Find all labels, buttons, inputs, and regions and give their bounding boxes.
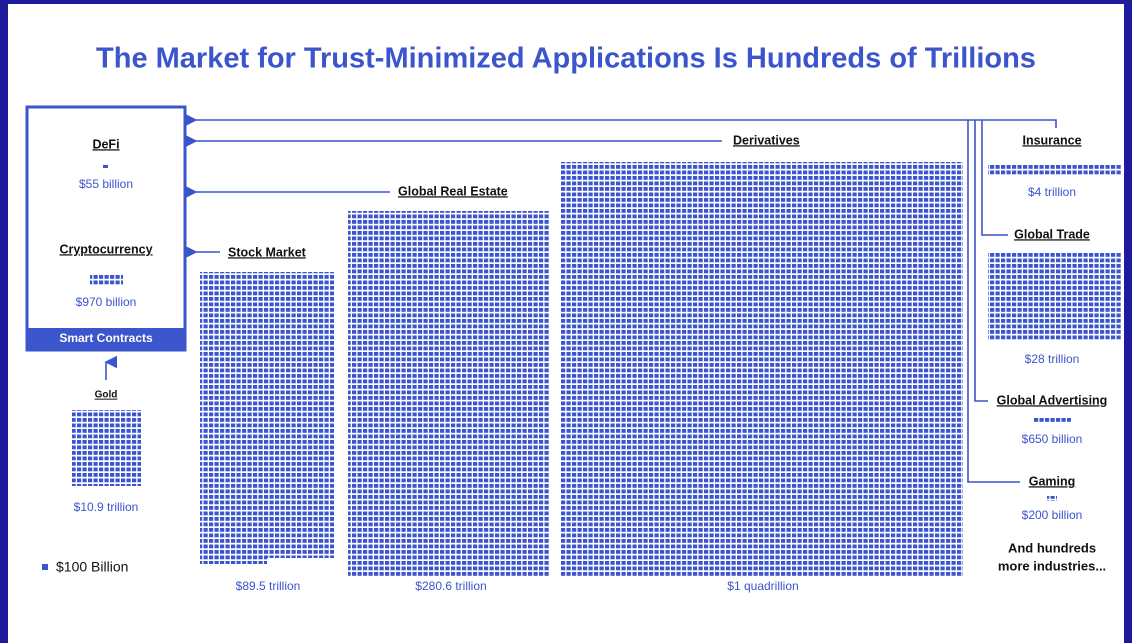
connector xyxy=(967,120,1020,483)
market-value: $650 billion xyxy=(1022,432,1083,446)
market-label: Stock Market xyxy=(228,245,307,259)
market-value: $1 quadrillion xyxy=(727,579,798,593)
squares xyxy=(560,162,963,577)
squares xyxy=(1033,417,1071,422)
connector xyxy=(974,120,988,402)
market-label: Global Advertising xyxy=(997,393,1108,407)
arrow xyxy=(184,113,1057,128)
market-value: $280.6 trillion xyxy=(415,579,486,593)
footnote: more industries... xyxy=(998,558,1106,573)
squares xyxy=(200,272,334,558)
squares xyxy=(200,558,267,564)
legend-swatch xyxy=(42,564,48,570)
squares xyxy=(988,253,1121,341)
market-label: Global Real Estate xyxy=(398,184,508,198)
connector xyxy=(981,120,1008,236)
market-label: Gaming xyxy=(1029,474,1076,488)
market-value: $28 trillion xyxy=(1025,352,1080,366)
market-value: $89.5 trillion xyxy=(236,579,301,593)
squares xyxy=(348,211,549,577)
item-label: DeFi xyxy=(92,137,119,151)
market-value: $4 trillion xyxy=(1028,185,1076,199)
squares xyxy=(90,275,123,286)
market-value: $200 billion xyxy=(1022,508,1083,522)
squares xyxy=(72,410,141,486)
market-label: Derivatives xyxy=(733,133,800,147)
item-label: Cryptocurrency xyxy=(59,242,152,256)
squares xyxy=(988,165,1121,176)
market-label: Global Trade xyxy=(1014,227,1090,241)
smart-contracts-band xyxy=(27,328,185,350)
legend-label: $100 Billion xyxy=(56,559,128,575)
item-value: $970 billion xyxy=(76,295,137,309)
market-value: $10.9 trillion xyxy=(74,500,139,514)
market-label: Insurance xyxy=(1022,133,1081,147)
title: The Market for Trust-Minimized Applicati… xyxy=(96,43,1036,75)
footnote: And hundreds xyxy=(1008,540,1096,555)
item-value: $55 billion xyxy=(79,177,133,191)
squares xyxy=(1047,496,1057,501)
box-label: Smart Contracts xyxy=(59,331,153,345)
squares xyxy=(103,165,108,168)
market-label: Gold xyxy=(95,390,118,401)
